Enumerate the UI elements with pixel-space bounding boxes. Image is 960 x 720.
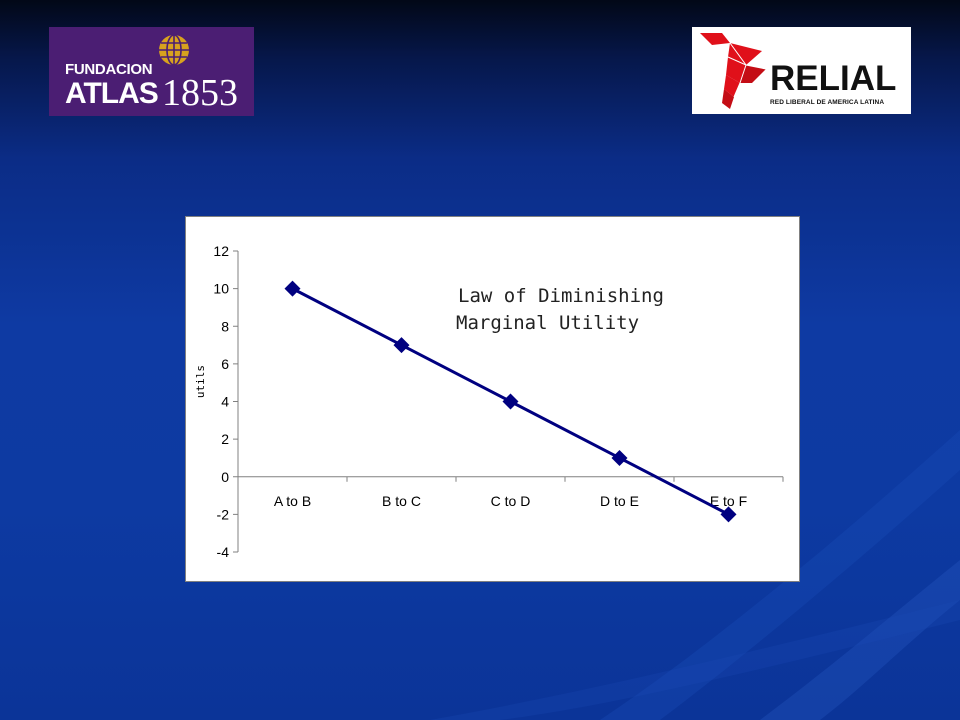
line-chart: 12 10 8 6 4 2 0 -2 -4 A to B B to C C to D D to E E t… [194,243,784,560]
relial-emblem-icon [700,33,767,109]
x-tick-label: D to E [600,493,639,509]
y-tick-label: -4 [217,544,230,560]
y-tick-label: 6 [221,356,229,372]
data-point-marker [284,280,301,297]
globe-icon [159,34,189,66]
chart-annotation-line2: Marginal Utility [456,312,640,334]
data-point-marker [720,506,737,523]
y-tick-label: 10 [213,281,229,297]
logo-line1: FUNDACION [65,61,153,78]
y-tick-label: -2 [217,506,230,522]
logo-line2: ATLAS [65,77,159,110]
x-tick-label: E to F [710,493,747,509]
y-tick-label: 12 [213,243,229,259]
y-tick-label: 2 [221,431,229,447]
relial-name: RELIAL [770,59,897,98]
x-tick-label: C to D [491,493,531,509]
data-point-marker [611,449,628,466]
y-tick-label: 8 [221,318,229,334]
relial-logo: RELIAL RED LIBERAL DE AMERICA LATINA [692,27,911,114]
data-point-marker [393,337,410,354]
chart-container: 12 10 8 6 4 2 0 -2 -4 A to B B to C C to D D to E E t… [185,216,800,582]
y-tick-label: 4 [221,394,229,410]
y-tick-label: 0 [221,469,229,485]
x-tick-label: B to C [382,493,421,509]
x-tick-label: A to B [274,493,311,509]
relial-subtitle: RED LIBERAL DE AMERICA LATINA [770,99,885,106]
y-axis-label: utils [194,365,207,398]
fundacion-atlas-logo: FUNDACION ATLAS 1853 [49,27,254,116]
data-point-marker [502,393,519,410]
chart-annotation-line1: Law of Diminishing [458,285,664,307]
logo-year: 1853 [162,72,238,114]
